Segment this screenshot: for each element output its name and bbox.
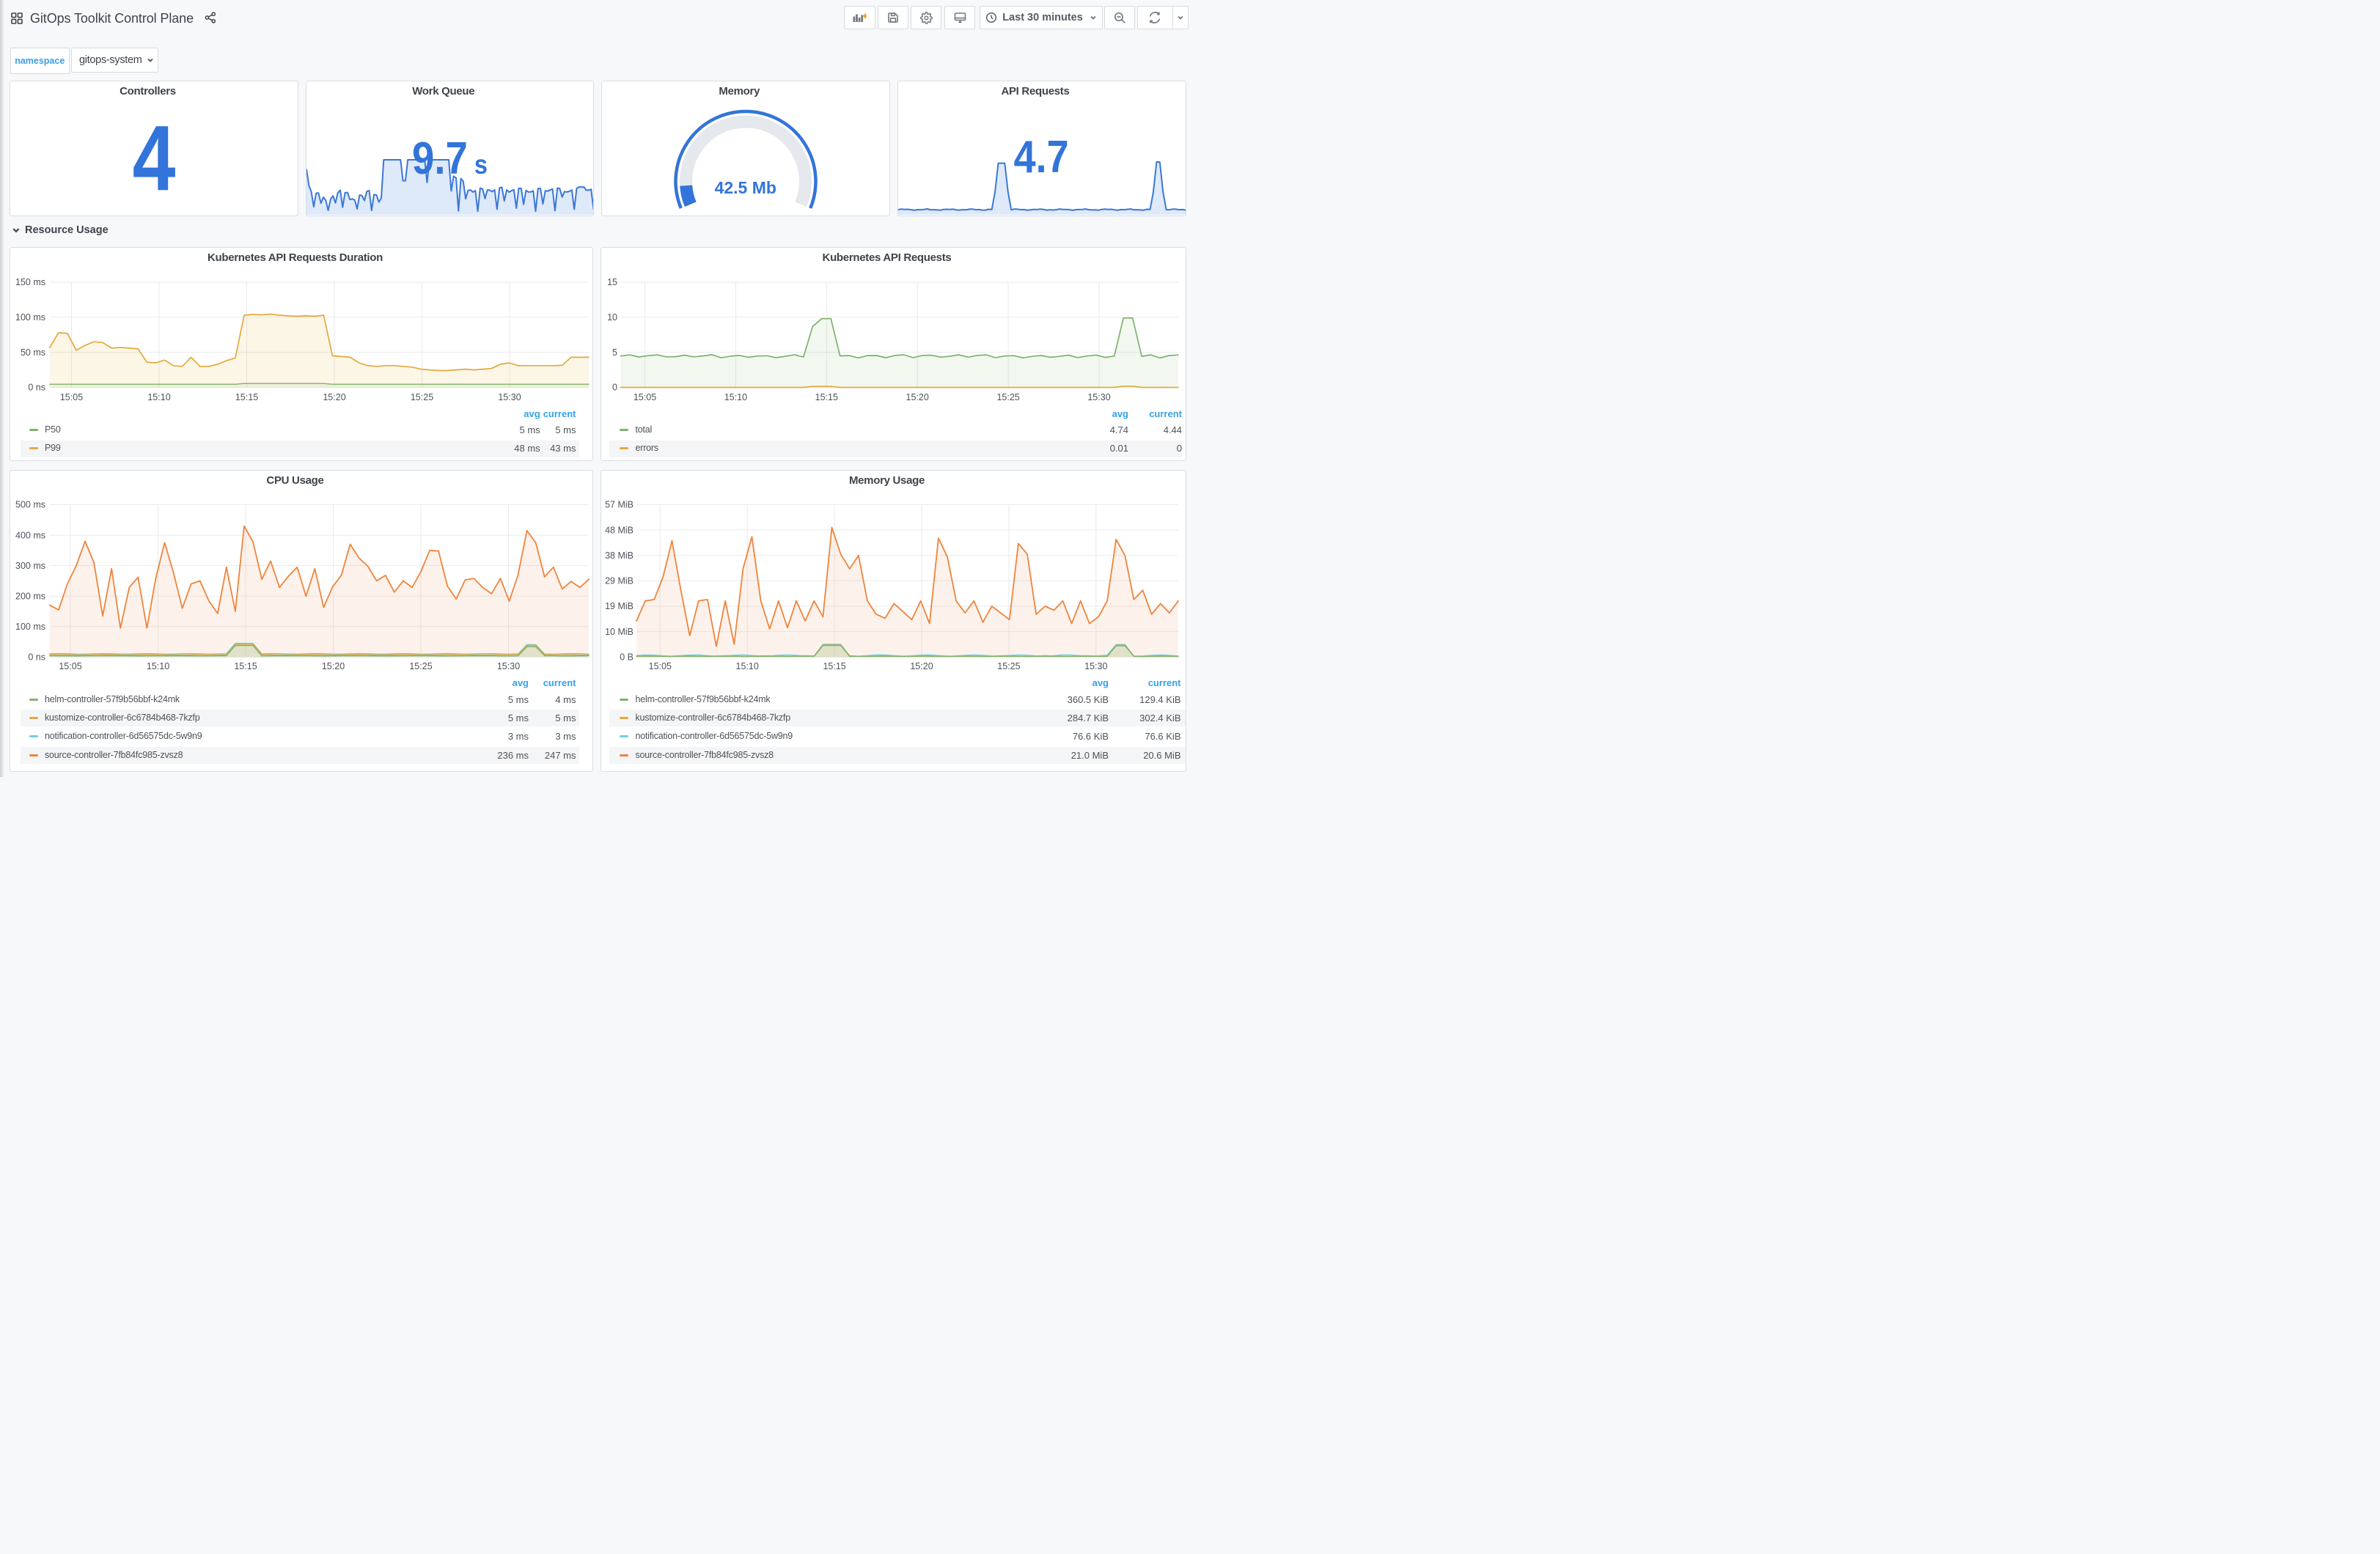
svg-text:5: 5 (612, 347, 617, 357)
svg-text:15:20: 15:20 (910, 661, 933, 671)
svg-text:15:25: 15:25 (996, 392, 1019, 402)
svg-text:15:25: 15:25 (409, 661, 432, 671)
svg-text:15:05: 15:05 (633, 392, 655, 402)
svg-text:15: 15 (607, 277, 617, 287)
svg-text:15:20: 15:20 (323, 392, 345, 402)
svg-text:29 MiB: 29 MiB (605, 575, 633, 586)
svg-text:15:15: 15:15 (235, 392, 258, 402)
svg-text:15:05: 15:05 (59, 661, 81, 671)
svg-text:15:10: 15:10 (147, 661, 169, 671)
svg-text:15:10: 15:10 (147, 392, 170, 402)
svg-text:15:20: 15:20 (322, 661, 345, 671)
svg-text:19 MiB: 19 MiB (605, 601, 633, 611)
svg-text:10 MiB: 10 MiB (605, 626, 633, 636)
svg-text:0 B: 0 B (620, 652, 633, 662)
svg-text:57 MiB: 57 MiB (605, 499, 633, 509)
svg-text:15:30: 15:30 (498, 392, 521, 402)
svg-text:10: 10 (607, 312, 617, 323)
svg-text:50 ms: 50 ms (21, 347, 45, 357)
svg-text:15:15: 15:15 (823, 661, 845, 671)
svg-text:15:30: 15:30 (497, 661, 520, 671)
svg-text:150 ms: 150 ms (15, 277, 45, 287)
svg-text:500 ms: 500 ms (15, 499, 45, 509)
svg-text:400 ms: 400 ms (15, 530, 45, 540)
svg-text:15:15: 15:15 (815, 392, 837, 402)
svg-text:15:10: 15:10 (735, 661, 758, 671)
svg-text:15:15: 15:15 (234, 661, 257, 671)
svg-text:100 ms: 100 ms (15, 312, 45, 323)
svg-text:0 ns: 0 ns (28, 652, 45, 662)
svg-text:38 MiB: 38 MiB (605, 550, 633, 561)
svg-text:15:20: 15:20 (906, 392, 928, 402)
svg-text:0 ns: 0 ns (28, 382, 45, 392)
svg-text:0: 0 (612, 382, 617, 392)
svg-text:100 ms: 100 ms (15, 621, 45, 631)
svg-text:15:30: 15:30 (1087, 392, 1110, 402)
svg-text:15:05: 15:05 (60, 392, 83, 402)
svg-text:15:10: 15:10 (724, 392, 746, 402)
svg-text:48 MiB: 48 MiB (605, 525, 633, 535)
svg-text:15:25: 15:25 (411, 392, 433, 402)
svg-text:200 ms: 200 ms (15, 591, 45, 601)
svg-text:15:25: 15:25 (997, 661, 1020, 671)
svg-text:15:30: 15:30 (1084, 661, 1107, 671)
svg-text:15:05: 15:05 (648, 661, 671, 671)
svg-text:300 ms: 300 ms (15, 560, 45, 570)
